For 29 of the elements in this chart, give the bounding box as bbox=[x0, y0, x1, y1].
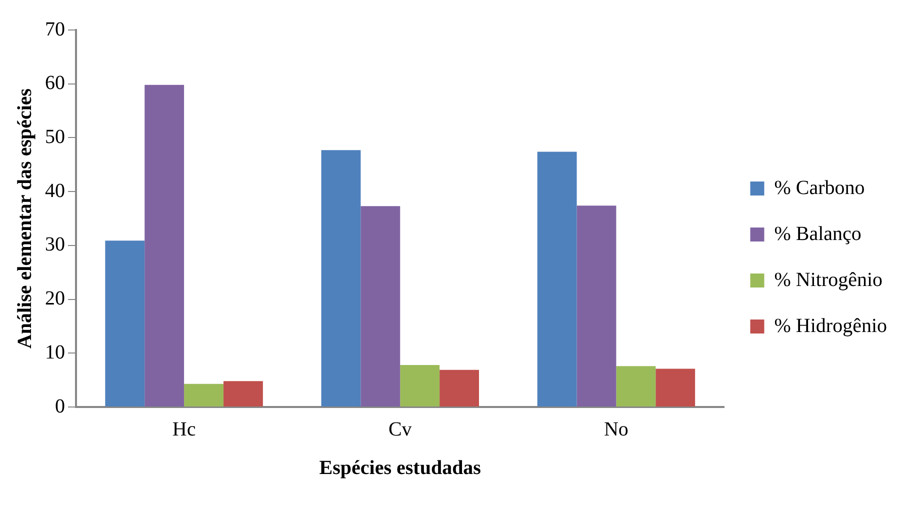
legend-label: % Nitrogênio bbox=[774, 268, 883, 291]
bar bbox=[144, 84, 184, 406]
bar bbox=[321, 150, 361, 406]
bar bbox=[184, 384, 224, 406]
bar bbox=[537, 152, 577, 406]
y-tick-label: 70 bbox=[45, 18, 65, 40]
y-tick-label: 30 bbox=[45, 234, 65, 256]
bar bbox=[656, 368, 696, 406]
bar bbox=[223, 381, 263, 406]
y-tick-label: 40 bbox=[45, 180, 65, 202]
bar bbox=[400, 364, 440, 406]
y-tick-label: 20 bbox=[45, 288, 65, 310]
y-tick-label: 50 bbox=[45, 126, 65, 148]
bar bbox=[576, 206, 616, 406]
legend-label: % Hidrogênio bbox=[774, 314, 888, 337]
y-tick-label: 60 bbox=[45, 72, 65, 94]
y-tick-label: 0 bbox=[55, 395, 65, 418]
x-tick-label: No bbox=[604, 418, 628, 440]
bar bbox=[360, 206, 400, 406]
x-tick-label: Cv bbox=[388, 418, 412, 440]
x-tick-label: Hc bbox=[172, 418, 196, 440]
x-axis-title: Espécies estudadas bbox=[319, 457, 482, 480]
bar bbox=[105, 240, 145, 406]
legend-label: % Carbono bbox=[774, 176, 865, 199]
legend-label: % Balanço bbox=[774, 222, 862, 245]
y-axis-title: Análise elementar das espécies bbox=[14, 88, 36, 349]
bar bbox=[616, 366, 656, 406]
y-tick-label: 10 bbox=[45, 341, 65, 364]
bar bbox=[440, 370, 479, 406]
